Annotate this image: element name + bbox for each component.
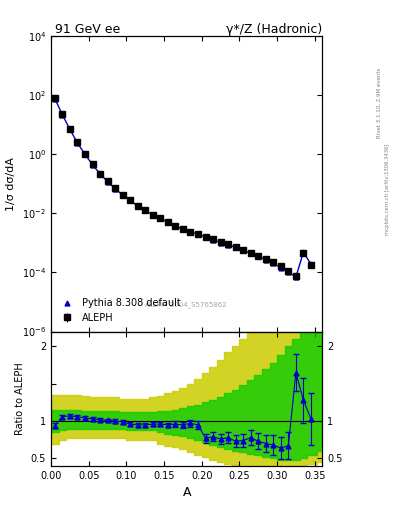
Pythia 8.308 default [105,179,110,185]
Pythia 8.308 default [218,240,223,246]
Pythia 8.308 default [233,244,238,250]
Pythia 8.308 default [309,261,313,267]
Legend: Pythia 8.308 default, ALEPH: Pythia 8.308 default, ALEPH [56,294,185,327]
Pythia 8.308 default [180,226,185,232]
Pythia 8.308 default [53,96,57,102]
Pythia 8.308 default [203,234,208,240]
Text: Rivet 3.1.10, 2.9M events: Rivet 3.1.10, 2.9M events [377,67,382,138]
Pythia 8.308 default [271,261,275,267]
Text: ALEPH_2004_S5765862: ALEPH_2004_S5765862 [145,301,228,308]
Pythia 8.308 default [279,265,283,271]
Pythia 8.308 default [151,212,155,218]
Pythia 8.308 default [90,162,95,168]
Pythia 8.308 default [75,140,80,146]
Pythia 8.308 default [226,242,230,248]
Y-axis label: 1/σ dσ/dA: 1/σ dσ/dA [6,157,17,210]
X-axis label: A: A [182,486,191,499]
Pythia 8.308 default [60,112,65,118]
Text: mcplots.cern.ch [arXiv:1306.3436]: mcplots.cern.ch [arXiv:1306.3436] [385,144,389,235]
Line: Pythia 8.308 default: Pythia 8.308 default [52,96,313,280]
Pythia 8.308 default [165,219,170,225]
Pythia 8.308 default [120,192,125,198]
Pythia 8.308 default [158,215,163,221]
Text: 91 GeV ee: 91 GeV ee [55,23,120,36]
Pythia 8.308 default [256,253,261,260]
Pythia 8.308 default [173,223,178,229]
Pythia 8.308 default [196,231,200,238]
Pythia 8.308 default [188,229,193,235]
Pythia 8.308 default [263,257,268,263]
Pythia 8.308 default [286,269,291,275]
Text: γ*/Z (Hadronic): γ*/Z (Hadronic) [226,23,322,36]
Pythia 8.308 default [98,171,103,177]
Pythia 8.308 default [248,250,253,257]
Pythia 8.308 default [241,247,246,253]
Pythia 8.308 default [68,126,72,133]
Pythia 8.308 default [301,249,306,255]
Pythia 8.308 default [128,198,132,204]
Pythia 8.308 default [113,185,118,191]
Pythia 8.308 default [83,152,87,158]
Pythia 8.308 default [294,274,298,280]
Pythia 8.308 default [135,203,140,209]
Pythia 8.308 default [211,237,215,243]
Y-axis label: Ratio to ALEPH: Ratio to ALEPH [15,362,25,435]
Pythia 8.308 default [143,207,148,214]
